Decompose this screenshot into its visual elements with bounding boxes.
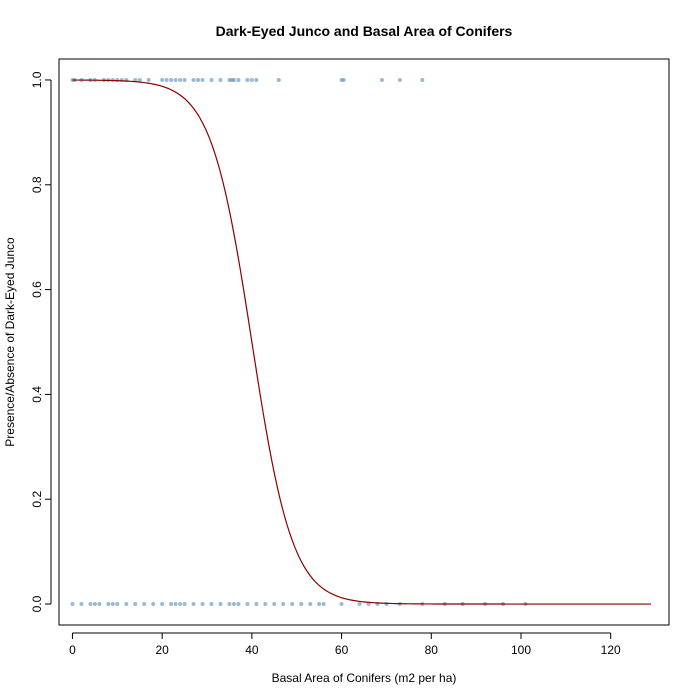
- data-point: [317, 602, 322, 607]
- data-point: [227, 602, 232, 607]
- data-point: [151, 602, 156, 607]
- data-point: [191, 77, 196, 82]
- data-point: [182, 602, 187, 607]
- data-point: [200, 77, 205, 82]
- fitted-curve: [72, 79, 652, 605]
- data-point: [137, 77, 142, 82]
- y-axis-label: Presence/Absence of Dark-Eyed Junco: [3, 237, 17, 447]
- chart-title: Dark-Eyed Junco and Basal Area of Conife…: [216, 23, 513, 39]
- data-point: [276, 77, 281, 82]
- data-point: [231, 77, 236, 82]
- data-point: [70, 602, 75, 607]
- data-point: [209, 77, 214, 82]
- data-point: [254, 602, 259, 607]
- data-point: [169, 602, 174, 607]
- data-point: [236, 77, 241, 82]
- data-point: [420, 77, 425, 82]
- data-point: [245, 77, 250, 82]
- data-point: [115, 602, 120, 607]
- data-point: [397, 77, 402, 82]
- x-tick-label: 20: [155, 643, 169, 657]
- data-point: [88, 602, 93, 607]
- data-point: [341, 77, 346, 82]
- data-point: [106, 602, 111, 607]
- x-tick-label: 40: [245, 643, 259, 657]
- data-point: [272, 602, 277, 607]
- data-point: [160, 602, 165, 607]
- data-point: [169, 77, 174, 82]
- data-point: [299, 602, 304, 607]
- data-point: [321, 602, 326, 607]
- data-point: [160, 77, 165, 82]
- y-tick-label: 0.6: [30, 281, 44, 298]
- data-point: [379, 77, 384, 82]
- data-point: [236, 602, 241, 607]
- x-tick-label: 80: [425, 643, 439, 657]
- data-point: [245, 602, 250, 607]
- data-point: [173, 602, 178, 607]
- data-point: [249, 77, 254, 82]
- data-point: [79, 602, 84, 607]
- data-point: [178, 602, 183, 607]
- data-point: [182, 77, 187, 82]
- data-point: [281, 602, 286, 607]
- data-point: [133, 602, 138, 607]
- x-axis: 0 20 40 60 80 100 120: [69, 632, 621, 657]
- x-tick-label: 120: [601, 643, 621, 657]
- data-point: [231, 602, 236, 607]
- data-point: [124, 602, 129, 607]
- x-axis-label: Basal Area of Conifers (m2 per ha): [272, 671, 457, 685]
- x-tick-label: 100: [511, 643, 531, 657]
- data-points: [70, 77, 528, 607]
- data-point: [357, 602, 362, 607]
- y-tick-label: 0.8: [30, 176, 44, 193]
- logistic-curve-line: [72, 79, 652, 605]
- data-point: [115, 77, 120, 82]
- data-point: [110, 602, 115, 607]
- y-tick-label: 0.4: [30, 386, 44, 403]
- data-point: [308, 602, 313, 607]
- data-point: [133, 77, 138, 82]
- data-point: [97, 602, 102, 607]
- data-point: [218, 77, 223, 82]
- data-point: [178, 77, 183, 82]
- data-point: [191, 602, 196, 607]
- y-tick-label: 0.0: [30, 595, 44, 612]
- data-point: [366, 602, 371, 607]
- data-point: [263, 602, 268, 607]
- data-point: [164, 77, 169, 82]
- data-point: [92, 602, 97, 607]
- data-point: [142, 602, 147, 607]
- y-tick-label: 0.2: [30, 491, 44, 508]
- x-tick-label: 0: [69, 643, 76, 657]
- data-point: [196, 77, 201, 82]
- data-point: [384, 602, 389, 607]
- y-tick-label: 1.0: [30, 71, 44, 88]
- data-point: [173, 77, 178, 82]
- data-point: [339, 602, 344, 607]
- y-axis: 0.0 0.2 0.4 0.6 0.8 1.0: [30, 71, 52, 612]
- data-point: [254, 77, 259, 82]
- data-point: [146, 77, 151, 82]
- data-point: [218, 602, 223, 607]
- data-point: [209, 602, 214, 607]
- data-point: [200, 602, 205, 607]
- data-point: [290, 602, 295, 607]
- plot-frame: [58, 58, 670, 626]
- x-tick-label: 60: [335, 643, 349, 657]
